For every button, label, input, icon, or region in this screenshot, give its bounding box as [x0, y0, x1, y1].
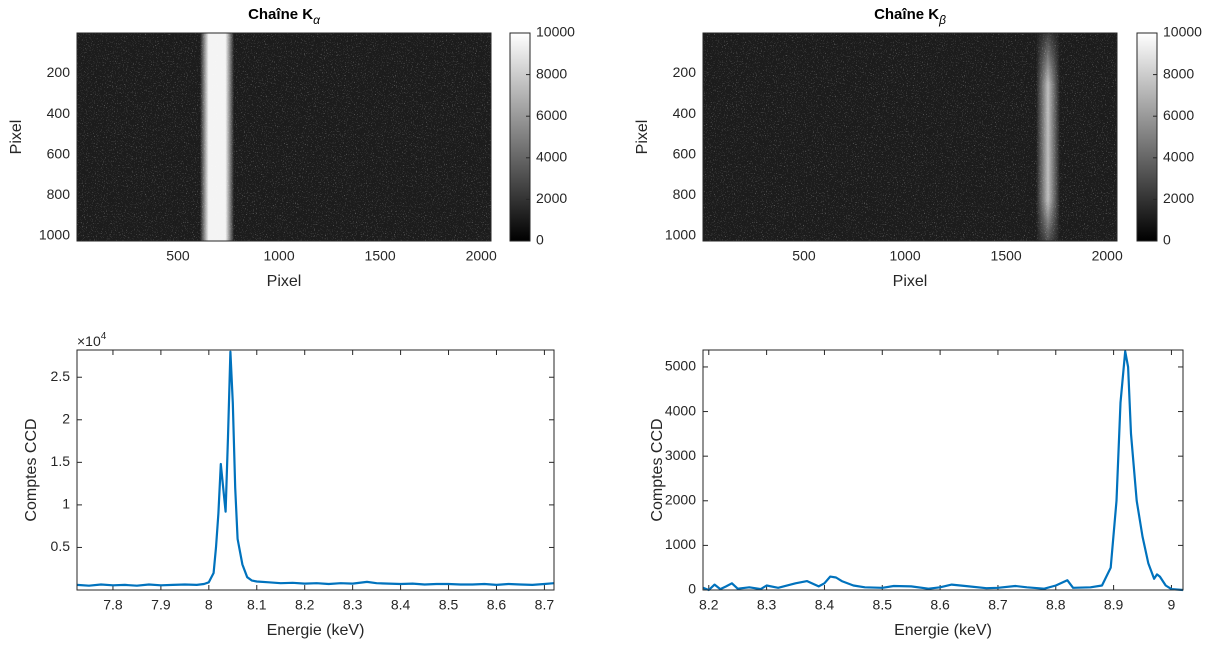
colorbar-tick-label: 2000	[1163, 190, 1194, 206]
x-tick-label: 7.8	[103, 597, 123, 613]
x-tick-label: 8.9	[1104, 597, 1124, 613]
colorbar-tick-label: 8000	[1163, 65, 1194, 81]
y-tick-label: 2	[62, 410, 70, 426]
y-tick-label: 400	[673, 105, 697, 121]
image-band	[200, 33, 234, 241]
axes-box	[76, 32, 492, 242]
title-subscript: α	[313, 13, 321, 27]
y-tick-label: 1000	[39, 227, 70, 243]
x-tick-label: 8.4	[391, 597, 411, 613]
x-tick-label: 8.2	[699, 597, 719, 613]
colorbar-tick-label: 4000	[536, 149, 567, 165]
y-tick-label: 1.5	[51, 453, 71, 469]
y-tick-label: 0.5	[51, 538, 71, 554]
x-tick-label: 2000	[1092, 248, 1123, 264]
colorbar-tick-label: 10000	[1163, 24, 1202, 40]
title-subscript: β	[938, 13, 946, 27]
colorbar-tick-label: 2000	[536, 190, 567, 206]
y-tick-label: 1000	[665, 536, 696, 552]
x-tick-label: 8	[205, 597, 213, 613]
y-tick-label: 600	[47, 145, 71, 161]
y-tick-label: 600	[673, 145, 697, 161]
x-tick-label: 2000	[466, 248, 497, 264]
multiplier-base: ×10	[77, 333, 101, 349]
y-tick-label: 200	[47, 64, 71, 80]
colorbar-tick-label: 0	[536, 232, 544, 248]
x-tick-label: 8.6	[930, 597, 950, 613]
y-tick-label: 200	[673, 64, 697, 80]
x-tick-label: 8.3	[757, 597, 777, 613]
y-axis-label: Pixel	[634, 120, 651, 155]
y-multiplier: ×104	[77, 331, 107, 349]
y-tick-label: 400	[47, 105, 71, 121]
axes-box	[702, 32, 1118, 242]
colorbar-tick-label: 0	[1163, 232, 1171, 248]
colorbar-tick-label: 8000	[536, 65, 567, 81]
axes-box	[702, 349, 1184, 591]
image-a	[77, 33, 491, 241]
x-tick-label: 500	[166, 248, 190, 264]
x-tick-label: 8.8	[1046, 597, 1066, 613]
x-tick-label: 8.5	[439, 597, 459, 613]
y-axis-label: Comptes CCD	[649, 418, 666, 521]
y-tick-label: 800	[47, 186, 71, 202]
title-main: Chaîne K	[874, 6, 939, 23]
x-tick-label: 1500	[365, 248, 396, 264]
y-tick-label: 4000	[665, 402, 696, 418]
chart-title: Chaîne Kα	[248, 6, 321, 27]
x-axis-label: Pixel	[893, 273, 928, 290]
image-b	[703, 33, 1117, 241]
x-tick-label: 8.4	[815, 597, 835, 613]
x-tick-label: 8.1	[247, 597, 267, 613]
colorbar-tick-label: 4000	[1163, 149, 1194, 165]
x-tick-label: 8.5	[873, 597, 893, 613]
multiplier-exponent: 4	[101, 331, 107, 342]
x-tick-label: 8.2	[295, 597, 315, 613]
x-tick-label: 1500	[991, 248, 1022, 264]
x-tick-label: 8.7	[988, 597, 1008, 613]
image-band	[1036, 33, 1060, 241]
y-axis-label: Pixel	[8, 120, 25, 155]
y-tick-label: 800	[673, 186, 697, 202]
y-tick-label: 2.5	[51, 368, 71, 384]
x-tick-label: 8.7	[535, 597, 555, 613]
x-tick-label: 500	[792, 248, 816, 264]
x-tick-label: 1000	[263, 248, 294, 264]
y-tick-label: 3000	[665, 447, 696, 463]
y-tick-label: 5000	[665, 358, 696, 374]
data-line	[702, 350, 1184, 592]
x-tick-label: 8.6	[487, 597, 507, 613]
x-tick-label: 8.3	[343, 597, 363, 613]
colorbar-tick-label: 6000	[1163, 107, 1194, 123]
chart-title: Chaîne Kβ	[874, 6, 946, 27]
colorbar-tick-label: 6000	[536, 107, 567, 123]
image-noise	[77, 33, 491, 241]
data-line	[76, 350, 555, 587]
colorbar	[1136, 32, 1158, 242]
x-tick-label: 9	[1168, 597, 1176, 613]
title-main: Chaîne K	[248, 6, 313, 23]
x-axis-label: Energie (keV)	[894, 622, 992, 639]
axes-box	[76, 349, 555, 591]
colorbar	[509, 32, 531, 242]
x-tick-label: 7.9	[151, 597, 171, 613]
y-tick-label: 0	[688, 581, 696, 597]
y-axis-label: Comptes CCD	[23, 418, 40, 521]
colorbar-tick-label: 10000	[536, 24, 575, 40]
y-tick-label: 1	[62, 496, 70, 512]
y-tick-label: 2000	[665, 491, 696, 507]
x-axis-label: Energie (keV)	[267, 622, 365, 639]
y-tick-label: 1000	[665, 227, 696, 243]
x-tick-label: 1000	[889, 248, 920, 264]
x-axis-label: Pixel	[267, 273, 302, 290]
